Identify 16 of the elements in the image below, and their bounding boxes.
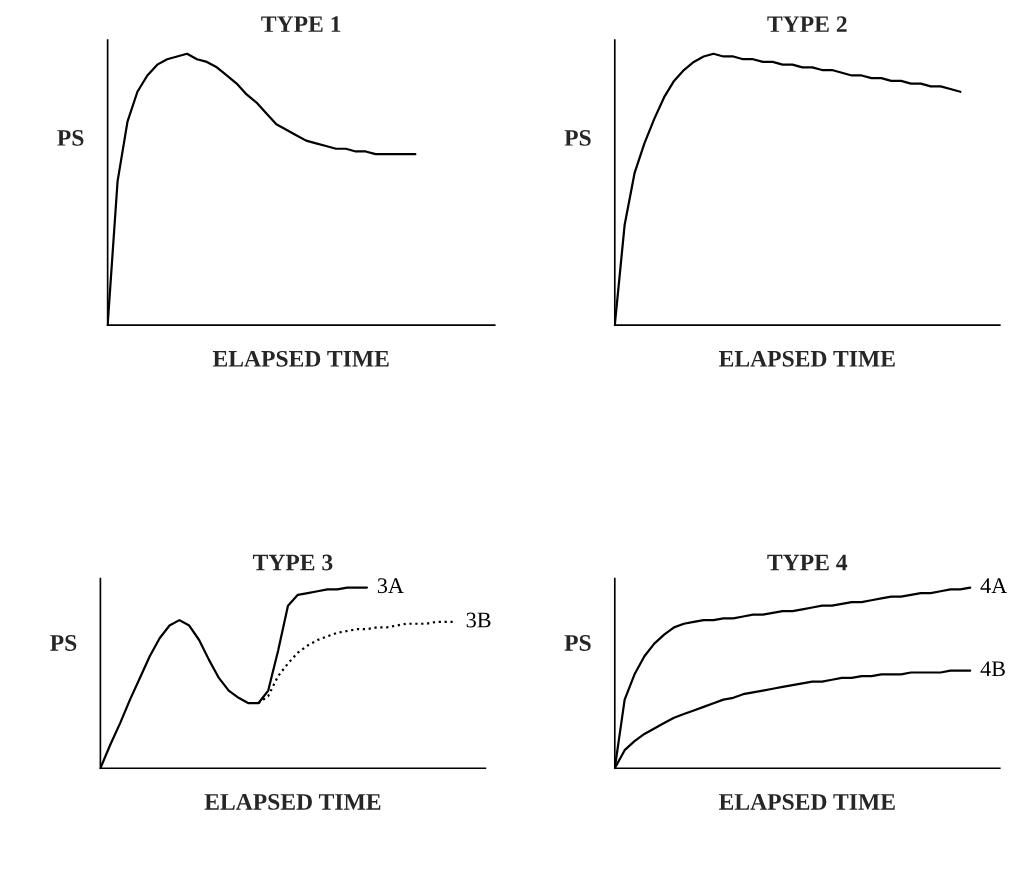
series-label: 4A [980,578,1008,593]
x-axis-title: ELAPSED TIME [204,793,381,810]
x-axis-title: ELAPSED TIME [719,793,895,810]
series-label: 3A [377,578,404,594]
y-axis-title: PS [564,635,591,651]
y-axis-title: PS [564,129,591,146]
chart-title: TYPE 3 [252,554,333,571]
chart-title: TYPE 1 [261,16,341,32]
chart-title: TYPE 4 [767,554,848,571]
y-axis-title: PS [57,129,84,146]
chart-title: TYPE 2 [767,16,847,32]
y-axis-title: PS [50,635,77,651]
x-axis-title: ELAPSED TIME [719,350,895,367]
x-axis-title: ELAPSED TIME [212,350,389,367]
series-label: 3B [466,612,491,628]
series-label: 4B [980,661,1005,677]
